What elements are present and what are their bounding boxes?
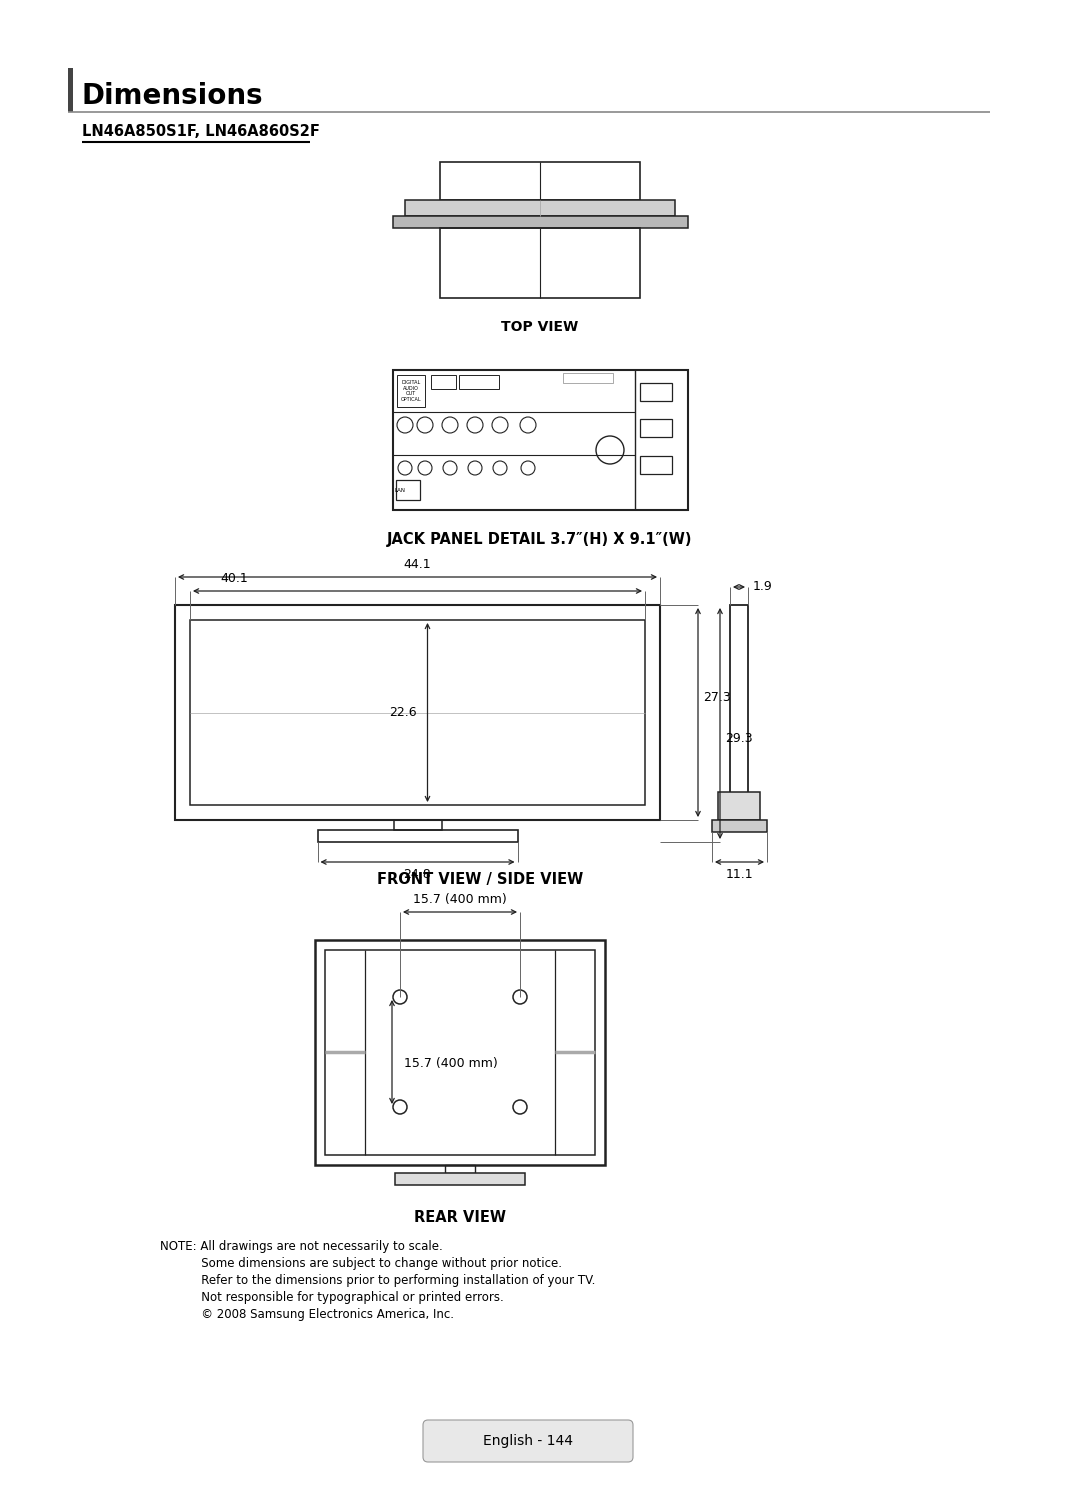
FancyBboxPatch shape (423, 1420, 633, 1463)
Bar (396, 481, 420, 500)
Bar (397, 375, 426, 408)
Bar (405, 199, 675, 216)
Bar (393, 820, 442, 830)
Text: 24.8: 24.8 (404, 868, 431, 881)
Text: LN46A850S1F, LN46A860S2F: LN46A850S1F, LN46A860S2F (82, 124, 320, 138)
Text: English - 144: English - 144 (483, 1434, 573, 1448)
Bar (712, 820, 767, 832)
Bar (640, 382, 672, 400)
Text: 44.1: 44.1 (404, 558, 431, 571)
Bar (68, 68, 73, 112)
Text: Dimensions: Dimensions (82, 82, 264, 110)
Text: Refer to the dimensions prior to performing installation of your TV.: Refer to the dimensions prior to perform… (160, 1274, 595, 1287)
Bar (315, 940, 605, 1165)
Text: TOP VIEW: TOP VIEW (501, 320, 579, 333)
Text: REAR VIEW: REAR VIEW (414, 1210, 507, 1225)
Bar (640, 455, 672, 475)
Bar (459, 375, 499, 388)
Text: © 2008 Samsung Electronics America, Inc.: © 2008 Samsung Electronics America, Inc. (160, 1308, 454, 1321)
Text: 22.6: 22.6 (389, 705, 416, 719)
Text: 40.1: 40.1 (220, 571, 247, 585)
Bar (395, 1173, 525, 1184)
Text: Not responsible for typographical or printed errors.: Not responsible for typographical or pri… (160, 1292, 503, 1303)
Text: 29.3: 29.3 (725, 732, 753, 745)
Bar (563, 373, 613, 382)
Text: JACK PANEL DETAIL 3.7″(H) X 9.1″(W): JACK PANEL DETAIL 3.7″(H) X 9.1″(W) (388, 533, 692, 548)
Bar (440, 228, 640, 298)
Text: 1.9: 1.9 (753, 580, 773, 594)
Bar (393, 371, 688, 510)
Text: 15.7 (400 mm): 15.7 (400 mm) (414, 893, 507, 906)
Text: FRONT VIEW / SIDE VIEW: FRONT VIEW / SIDE VIEW (377, 872, 583, 887)
Bar (318, 830, 517, 842)
Bar (640, 420, 672, 437)
Bar (718, 792, 760, 820)
Text: DIGITAL
AUDIO
OUT
OPTICAL: DIGITAL AUDIO OUT OPTICAL (401, 379, 421, 402)
Text: LAN: LAN (394, 488, 405, 493)
Bar (730, 606, 748, 820)
Bar (440, 162, 640, 199)
Bar (445, 1165, 475, 1173)
Bar (431, 375, 456, 388)
Bar (175, 606, 660, 820)
Text: 15.7 (400 mm): 15.7 (400 mm) (404, 1056, 498, 1070)
Text: 11.1: 11.1 (726, 868, 754, 881)
Text: NOTE: All drawings are not necessarily to scale.: NOTE: All drawings are not necessarily t… (160, 1240, 443, 1253)
Text: 27.3: 27.3 (703, 690, 731, 704)
Text: Some dimensions are subject to change without prior notice.: Some dimensions are subject to change wi… (160, 1257, 562, 1269)
Bar (190, 620, 645, 805)
Bar (393, 216, 688, 228)
Bar (325, 949, 595, 1155)
